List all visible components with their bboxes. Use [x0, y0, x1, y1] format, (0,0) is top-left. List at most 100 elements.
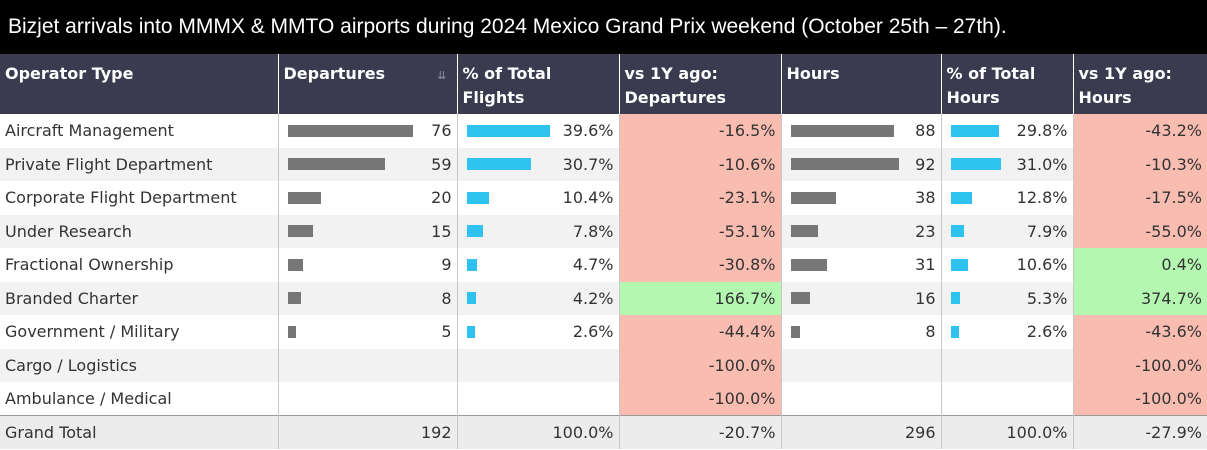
pct-hours-barcell: 2.6%: [947, 322, 1068, 341]
table-row[interactable]: Government / Military 5 2.6% -44.4% 8 2.6% -43…: [0, 315, 1207, 349]
pct-flights-value: 2.6%: [572, 322, 614, 342]
hours-value: 38: [915, 188, 936, 208]
table-row[interactable]: Branded Charter 8 4.2% 166.7% 16 5.3% 374.7%: [0, 281, 1207, 315]
pct-hours-bar-track: [947, 225, 1019, 238]
vs-hours-cell: -55.0%: [1073, 214, 1207, 248]
column-header-pct-total-hours[interactable]: % of Total Hours: [941, 54, 1074, 114]
hours-barcell: 38: [787, 188, 936, 207]
vs-hours-cell: 0.4%: [1073, 248, 1207, 282]
pct-flights-barcell: 30.7%: [463, 155, 614, 174]
pct-flights-value: 10.4%: [562, 188, 614, 208]
column-header-departures[interactable]: Departures ⇊: [278, 54, 458, 114]
departures-value: 9: [441, 255, 452, 275]
vs-departures-cell: -44.4%: [619, 315, 782, 349]
operator-type-label: Corporate Flight Department: [0, 181, 279, 215]
departures-bar: [287, 258, 303, 271]
departures-cell: 20: [278, 181, 458, 215]
pct-hours-value: 2.6%: [1026, 322, 1068, 342]
pct-hours-value: 7.9%: [1026, 221, 1068, 241]
hours-value: 16: [915, 288, 936, 308]
pct-hours-cell: 31.0%: [941, 147, 1074, 181]
departures-bar-track: [284, 124, 424, 137]
departures-barcell: 15: [284, 222, 452, 241]
departures-cell: [278, 348, 458, 382]
departures-cell: [278, 382, 458, 416]
hours-cell: 31: [781, 248, 942, 282]
hours-bar-track: [787, 158, 908, 171]
departures-bar: [287, 325, 296, 338]
departures-cell: 76: [278, 114, 458, 148]
pct-hours-bar: [950, 325, 959, 338]
departures-barcell: 76: [284, 121, 452, 140]
table-row[interactable]: Under Research 15 7.8% -53.1% 23 7.9% -55.0%: [0, 214, 1207, 248]
grand-total-label: Grand Total: [0, 415, 279, 449]
table-row[interactable]: Fractional Ownership 9 4.7% -30.8% 31 10.6% 0.…: [0, 248, 1207, 282]
vs-hours-cell: -10.3%: [1073, 147, 1207, 181]
hours-cell: 92: [781, 147, 942, 181]
departures-cell: 9: [278, 248, 458, 282]
pct-flights-cell: 4.2%: [457, 281, 620, 315]
hours-bar-track: [787, 124, 908, 137]
vs-departures-cell: -23.1%: [619, 181, 782, 215]
departures-bar-track: [284, 225, 424, 238]
table-row[interactable]: Aircraft Management 76 39.6% -16.5% 88 29.8% -…: [0, 114, 1207, 148]
vs-hours-cell: -100.0%: [1073, 348, 1207, 382]
pct-hours-barcell: 31.0%: [947, 155, 1068, 174]
column-header-vs-1y-departures[interactable]: vs 1Y ago: Departures: [619, 54, 782, 114]
vs-departures-cell: -53.1%: [619, 214, 782, 248]
pct-flights-barcell: 2.6%: [463, 322, 614, 341]
vs-departures-cell: -30.8%: [619, 248, 782, 282]
pct-hours-cell: 12.8%: [941, 181, 1074, 215]
hours-bar: [790, 325, 800, 338]
pct-hours-barcell: 10.6%: [947, 255, 1068, 274]
table-row[interactable]: Corporate Flight Department 20 10.4% -23.1%…: [0, 181, 1207, 215]
pct-flights-bar-track: [463, 158, 555, 171]
departures-bar: [287, 191, 321, 204]
vs-departures-cell: 166.7%: [619, 281, 782, 315]
hours-bar: [790, 191, 836, 204]
hours-value: 92: [915, 154, 936, 174]
pct-hours-bar-track: [947, 124, 1009, 137]
pct-hours-value: 12.8%: [1016, 188, 1068, 208]
table-row[interactable]: Private Flight Department 59 30.7% -10.6% 92…: [0, 147, 1207, 181]
hours-cell: 23: [781, 214, 942, 248]
grand-total-vs-hours: -27.9%: [1073, 415, 1207, 449]
pct-hours-cell: 29.8%: [941, 114, 1074, 148]
pct-hours-bar: [950, 258, 968, 271]
departures-cell: 5: [278, 315, 458, 349]
departures-bar: [287, 292, 301, 305]
pct-flights-bar: [466, 225, 483, 238]
operator-type-label: Private Flight Department: [0, 147, 279, 181]
sort-descending-icon[interactable]: ⇊: [437, 69, 447, 82]
hours-cell: 38: [781, 181, 942, 215]
pct-flights-bar: [466, 158, 531, 171]
pct-flights-bar-track: [463, 191, 555, 204]
column-header-vs-1y-hours[interactable]: vs 1Y ago: Hours: [1073, 54, 1207, 114]
pct-hours-barcell: 29.8%: [947, 121, 1068, 140]
hours-value: 88: [915, 121, 936, 141]
departures-value: 15: [431, 221, 452, 241]
pct-flights-bar-track: [463, 258, 565, 271]
departures-bar-track: [284, 292, 434, 305]
column-header-operator-type[interactable]: Operator Type: [0, 54, 279, 114]
pct-hours-value: 31.0%: [1016, 154, 1068, 174]
grand-total-pct-hours: 100.0%: [941, 415, 1074, 449]
vs-hours-cell: -17.5%: [1073, 181, 1207, 215]
pct-hours-cell: 7.9%: [941, 214, 1074, 248]
table-row[interactable]: Ambulance / Medical -100.0% -100.0%: [0, 382, 1207, 416]
grand-total-row: Grand Total 192 100.0% -20.7% 296 100.0%…: [0, 415, 1207, 449]
column-header-pct-total-flights[interactable]: % of Total Flights: [457, 54, 620, 114]
operator-type-label: Aircraft Management: [0, 114, 279, 148]
pct-flights-bar: [466, 258, 477, 271]
operator-type-label: Government / Military: [0, 315, 279, 349]
pct-flights-bar: [466, 191, 489, 204]
table-row[interactable]: Cargo / Logistics -100.0% -100.0%: [0, 348, 1207, 382]
pct-flights-cell: [457, 348, 620, 382]
pct-hours-barcell: 5.3%: [947, 289, 1068, 308]
departures-cell: 59: [278, 147, 458, 181]
vs-departures-cell: -100.0%: [619, 382, 782, 416]
pct-flights-cell: 30.7%: [457, 147, 620, 181]
pct-hours-cell: [941, 348, 1074, 382]
pct-hours-cell: 5.3%: [941, 281, 1074, 315]
column-header-hours[interactable]: Hours: [781, 54, 942, 114]
